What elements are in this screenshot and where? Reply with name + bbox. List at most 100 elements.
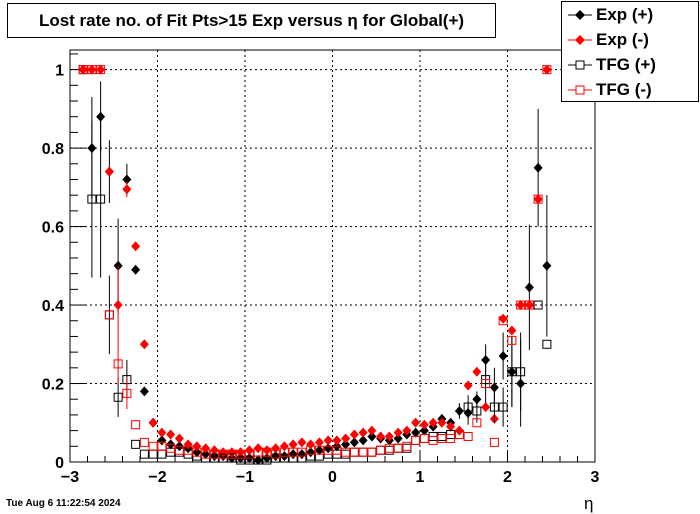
x-tick-label: 3 xyxy=(591,469,600,486)
data-point-square xyxy=(507,335,517,345)
data-point-diamond xyxy=(157,435,167,446)
data-point-diamond xyxy=(358,427,368,438)
y-tick-label: 0.2 xyxy=(42,377,64,394)
data-point-square xyxy=(192,447,202,457)
data-point-square xyxy=(428,435,438,445)
data-point-square xyxy=(393,443,403,453)
data-point-square xyxy=(402,441,412,451)
data-point-diamond xyxy=(166,429,176,440)
data-point-diamond xyxy=(139,386,149,397)
data-point-diamond xyxy=(96,111,106,122)
data-point-diamond xyxy=(542,260,552,271)
data-point-diamond xyxy=(341,439,351,450)
data-point-square xyxy=(332,445,342,455)
legend-entry-tfg-plus: TFG (+) xyxy=(562,54,700,79)
data-point-diamond xyxy=(384,431,394,442)
data-point-square xyxy=(87,65,97,75)
data-point-square xyxy=(113,392,123,402)
chart-title-box: Lost rate no. of Fit Pts>15 Exp versus η… xyxy=(7,3,496,38)
filled-diamond-red-icon xyxy=(568,35,592,45)
data-point-diamond xyxy=(148,417,158,428)
data-point-square xyxy=(341,447,351,457)
data-point-square xyxy=(376,445,386,455)
data-point-square xyxy=(472,418,482,428)
data-point-square xyxy=(489,437,499,447)
y-tick-label: 0.4 xyxy=(42,298,64,315)
data-point-square xyxy=(271,449,281,459)
data-point-square xyxy=(314,445,324,455)
data-point-square xyxy=(419,433,429,443)
data-point-diamond xyxy=(113,300,123,311)
legend-label: Exp (+) xyxy=(596,5,654,24)
x-tick-label: −1 xyxy=(236,469,254,486)
data-point-square xyxy=(131,420,141,430)
data-point-diamond xyxy=(122,184,132,195)
data-point-square xyxy=(323,445,333,455)
data-point-diamond xyxy=(253,455,263,466)
data-point-diamond xyxy=(524,300,534,311)
data-point-square xyxy=(113,359,123,369)
data-point-diamond xyxy=(192,441,202,452)
data-point-diamond xyxy=(446,421,456,432)
x-tick-label: 0 xyxy=(328,469,337,486)
data-point-diamond xyxy=(437,417,447,428)
data-point-square xyxy=(288,447,298,457)
legend-entry-exp-plus: Exp (+) xyxy=(562,4,700,29)
data-point-square xyxy=(463,402,473,412)
data-point-diamond xyxy=(507,325,517,336)
data-point-diamond xyxy=(314,445,324,456)
timestamp: Tue Aug 6 11:22:54 2024 xyxy=(6,498,121,509)
x-tick-label: −3 xyxy=(61,469,79,486)
data-point-diamond xyxy=(489,382,499,393)
data-point-square xyxy=(437,433,447,443)
data-point-square xyxy=(472,406,482,416)
data-point-diamond xyxy=(463,380,473,391)
data-point-square xyxy=(454,430,464,440)
open-square-red-icon xyxy=(568,85,592,95)
data-point-diamond xyxy=(419,419,429,430)
legend-label: Exp (-) xyxy=(596,30,649,49)
data-point-diamond xyxy=(201,443,211,454)
data-point-square xyxy=(288,453,298,463)
data-point-square xyxy=(227,449,237,459)
data-point-square xyxy=(516,300,526,310)
data-point-diamond xyxy=(332,435,342,446)
legend-label: TFG (+) xyxy=(596,55,656,74)
data-point-square xyxy=(139,449,149,459)
data-point-square xyxy=(533,194,543,204)
data-point-diamond xyxy=(349,429,359,440)
y-tick-label: 1 xyxy=(55,63,64,80)
data-point-square xyxy=(542,339,552,349)
data-point-square xyxy=(279,453,289,463)
data-point-diamond xyxy=(183,439,193,450)
x-tick-label: 1 xyxy=(416,469,425,486)
data-point-square xyxy=(314,451,324,461)
data-point-square xyxy=(481,379,491,389)
data-point-diamond xyxy=(402,425,412,436)
data-point-square xyxy=(139,437,149,447)
data-point-diamond xyxy=(341,433,351,444)
data-point-square xyxy=(498,316,508,326)
data-point-square xyxy=(218,449,228,459)
data-point-square xyxy=(104,310,114,320)
data-point-square xyxy=(524,300,534,310)
data-point-square xyxy=(306,445,316,455)
data-point-diamond xyxy=(104,166,114,177)
data-point-square xyxy=(367,447,377,457)
data-point-diamond xyxy=(323,435,333,446)
data-point-square xyxy=(157,441,167,451)
data-point-diamond xyxy=(131,264,141,275)
data-point-square xyxy=(201,449,211,459)
data-point-diamond xyxy=(393,433,403,444)
legend-entry-exp-minus: Exp (-) xyxy=(562,29,700,54)
data-point-diamond xyxy=(367,431,377,442)
data-point-square xyxy=(297,447,307,457)
data-point-diamond xyxy=(419,425,429,436)
data-point-diamond xyxy=(411,427,421,438)
data-point-square xyxy=(96,65,106,75)
data-point-diamond xyxy=(174,433,184,444)
data-point-square xyxy=(542,65,552,75)
data-point-diamond xyxy=(87,64,97,75)
data-point-diamond xyxy=(279,441,289,452)
